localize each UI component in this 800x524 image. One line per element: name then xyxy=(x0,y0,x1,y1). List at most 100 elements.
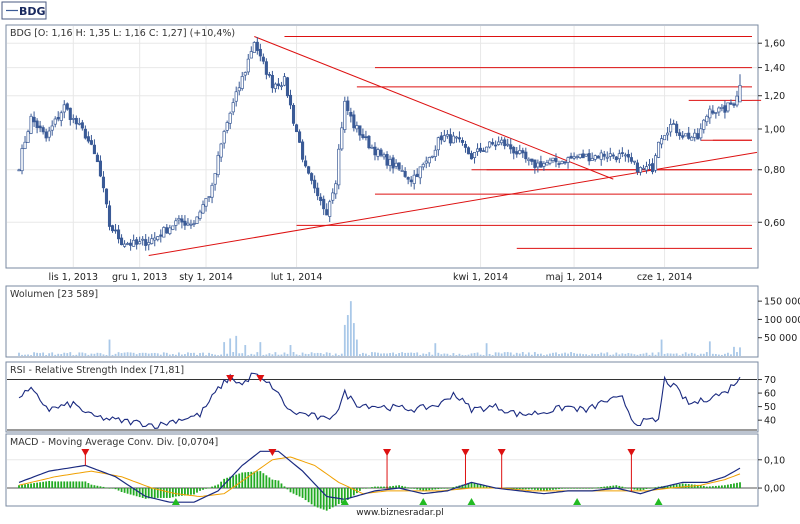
candle-body xyxy=(240,76,244,89)
macd-histogram-bar xyxy=(603,486,606,489)
candle-body xyxy=(681,135,685,138)
volume-bar xyxy=(307,354,310,356)
volume-bar xyxy=(720,354,723,356)
candle-body xyxy=(506,143,510,146)
volume-bar xyxy=(603,353,606,356)
candle-body xyxy=(216,155,220,176)
candle-body xyxy=(77,123,81,125)
volume-bar xyxy=(337,355,340,356)
candle-body xyxy=(650,163,655,173)
macd-histogram-bar xyxy=(383,486,385,489)
candle-body xyxy=(89,140,93,145)
candle-body xyxy=(551,157,555,161)
candle-body xyxy=(518,150,522,154)
candle-body xyxy=(44,131,48,139)
candle-body xyxy=(699,128,703,139)
macd-histogram-bar xyxy=(467,483,470,489)
price-y-tick-label: 1,60 xyxy=(764,39,785,50)
volume-bar xyxy=(633,354,636,356)
candle-body xyxy=(41,127,45,133)
macd-histogram-bar xyxy=(349,488,352,498)
volume-bar xyxy=(120,353,123,356)
macd-histogram-bar xyxy=(470,482,473,489)
macd-histogram-bar xyxy=(573,488,575,489)
macd-histogram-bar xyxy=(543,488,545,491)
candle-body xyxy=(451,135,455,144)
candle-body xyxy=(144,239,148,246)
symbol-tab[interactable]: BDG xyxy=(1,1,47,20)
macd-histogram-bar xyxy=(431,488,434,490)
volume-bar xyxy=(401,352,404,356)
symbol-tab-label: BDG xyxy=(19,5,46,18)
candle-body xyxy=(62,104,66,113)
candle-body xyxy=(409,179,413,183)
candle-body xyxy=(252,42,256,53)
macd-histogram-bar xyxy=(618,485,621,489)
volume-bar xyxy=(690,352,693,356)
volume-bar xyxy=(398,353,401,356)
macd-histogram-bar xyxy=(72,481,75,489)
candle-body xyxy=(267,74,271,76)
volume-bar xyxy=(24,354,26,356)
candle-body xyxy=(575,156,579,158)
candle-body xyxy=(207,196,211,198)
candle-body xyxy=(690,136,694,141)
volume-bar xyxy=(585,354,588,356)
candle-body xyxy=(720,106,724,109)
macd-buy-marker xyxy=(419,498,428,505)
macd-histogram-bar xyxy=(416,488,419,490)
candle-body xyxy=(675,123,679,134)
macd-histogram-bar xyxy=(99,486,102,489)
candle-body xyxy=(68,107,72,120)
volume-bar xyxy=(425,353,428,356)
macd-histogram-bar xyxy=(93,485,96,489)
macd-histogram-bar xyxy=(232,475,235,489)
macd-histogram-bar xyxy=(48,480,51,489)
volume-bar xyxy=(187,352,189,356)
volume-bar xyxy=(340,353,343,356)
candle-body xyxy=(294,124,299,133)
volume-bar xyxy=(708,341,711,356)
candle-body xyxy=(460,140,465,143)
candle-body xyxy=(497,141,501,145)
macd-histogram-bar xyxy=(515,488,518,490)
candle-body xyxy=(129,242,133,246)
candle-body xyxy=(726,102,730,112)
volume-bar xyxy=(717,354,720,356)
volume-bar xyxy=(621,353,624,356)
volume-bar xyxy=(60,354,63,356)
volume-bar xyxy=(410,352,413,356)
volume-bar xyxy=(289,345,292,356)
volume-bar xyxy=(262,354,265,356)
macd-histogram-bar xyxy=(696,484,699,489)
volume-bar xyxy=(515,352,518,356)
footer-site[interactable]: www.biznesradar.pl xyxy=(356,508,443,518)
price-x-tick-label: sty 1, 2014 xyxy=(179,272,233,283)
candle-body xyxy=(141,238,145,241)
volume-bar xyxy=(422,353,425,356)
macd-histogram-bar xyxy=(422,488,425,491)
candle-body xyxy=(617,153,621,160)
volume-bar xyxy=(69,352,72,356)
candle-body xyxy=(38,125,42,129)
macd-histogram-bar xyxy=(657,486,660,489)
volume-bar xyxy=(132,352,135,356)
volume-bar xyxy=(193,352,195,356)
candle-body xyxy=(475,148,480,152)
candle-body xyxy=(101,176,106,189)
candle-body xyxy=(491,142,495,145)
volume-bar xyxy=(241,353,244,356)
candle-body xyxy=(430,155,434,158)
volume-bar xyxy=(96,352,99,356)
candle-body xyxy=(632,160,636,163)
volume-bar xyxy=(316,352,319,356)
macd-histogram-bar xyxy=(358,488,361,491)
macd-histogram-bar xyxy=(374,486,376,489)
volume-bar xyxy=(497,352,500,356)
macd-histogram-bar xyxy=(398,485,401,489)
macd-histogram-bar xyxy=(561,488,563,489)
candle-body xyxy=(198,211,202,219)
candle-body xyxy=(596,155,600,159)
volume-bar xyxy=(235,335,238,356)
